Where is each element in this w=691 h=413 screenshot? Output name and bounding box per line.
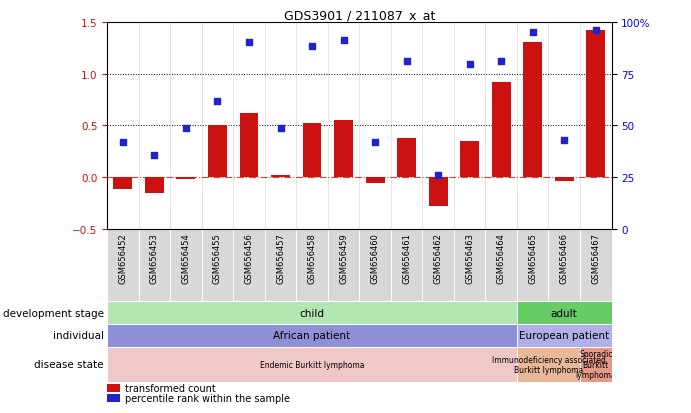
Text: child: child xyxy=(299,308,325,318)
Bar xyxy=(517,324,612,347)
Bar xyxy=(139,229,170,301)
Bar xyxy=(233,229,265,301)
Text: European patient: European patient xyxy=(519,330,609,341)
Bar xyxy=(454,229,485,301)
Bar xyxy=(176,178,196,180)
Text: GSM656464: GSM656464 xyxy=(497,233,506,284)
Point xyxy=(527,30,538,36)
Bar xyxy=(555,178,574,182)
Point xyxy=(401,59,412,65)
Text: GSM656457: GSM656457 xyxy=(276,233,285,284)
Bar xyxy=(107,229,139,301)
Text: GSM656467: GSM656467 xyxy=(591,233,600,284)
Bar xyxy=(328,229,359,301)
Text: GSM656455: GSM656455 xyxy=(213,233,222,283)
Bar xyxy=(428,178,448,206)
Bar xyxy=(517,347,580,382)
Text: Sporadic
Burkitt
lymphoma: Sporadic Burkitt lymphoma xyxy=(576,350,616,379)
Text: development stage: development stage xyxy=(3,308,104,318)
Bar xyxy=(586,31,605,178)
Point xyxy=(495,59,507,65)
Text: GSM656456: GSM656456 xyxy=(245,233,254,284)
Bar xyxy=(334,121,353,178)
Bar xyxy=(397,138,416,178)
Bar xyxy=(202,229,233,301)
Text: GSM656458: GSM656458 xyxy=(307,233,316,284)
Bar xyxy=(422,229,454,301)
Point xyxy=(464,62,475,68)
Point xyxy=(180,126,191,132)
Bar xyxy=(366,178,384,184)
Bar xyxy=(145,178,164,193)
Text: GSM656465: GSM656465 xyxy=(528,233,537,284)
Bar xyxy=(460,141,479,178)
Point xyxy=(433,172,444,179)
Bar xyxy=(517,229,549,301)
Bar xyxy=(296,229,328,301)
Bar xyxy=(107,301,517,324)
Point xyxy=(243,40,254,47)
Text: Immunodeficiency associated
Burkitt lymphoma: Immunodeficiency associated Burkitt lymp… xyxy=(491,355,605,374)
Bar xyxy=(208,126,227,178)
Text: individual: individual xyxy=(53,330,104,341)
Bar xyxy=(580,229,612,301)
Point xyxy=(149,152,160,159)
Text: GSM656466: GSM656466 xyxy=(560,233,569,284)
Bar xyxy=(517,301,612,324)
Point xyxy=(212,99,223,105)
Bar xyxy=(113,178,133,190)
Bar xyxy=(359,229,391,301)
Text: GSM656452: GSM656452 xyxy=(118,233,127,283)
Text: GSM656454: GSM656454 xyxy=(182,233,191,283)
Bar xyxy=(492,83,511,178)
Point xyxy=(338,38,349,45)
Bar xyxy=(265,229,296,301)
Text: disease state: disease state xyxy=(35,359,104,370)
Bar xyxy=(580,347,612,382)
Bar xyxy=(170,229,202,301)
Point xyxy=(370,139,381,146)
Text: GSM656460: GSM656460 xyxy=(370,233,379,284)
Bar xyxy=(271,176,290,178)
Text: Endemic Burkitt lymphoma: Endemic Burkitt lymphoma xyxy=(260,360,364,369)
Bar xyxy=(523,43,542,178)
Point xyxy=(275,126,286,132)
Point xyxy=(590,28,601,34)
Text: percentile rank within the sample: percentile rank within the sample xyxy=(125,394,290,404)
Bar xyxy=(485,229,517,301)
Text: GSM656453: GSM656453 xyxy=(150,233,159,284)
Bar xyxy=(240,114,258,178)
Text: transformed count: transformed count xyxy=(125,383,216,393)
Point xyxy=(307,43,318,50)
Bar xyxy=(303,124,321,178)
Point xyxy=(559,137,570,144)
Text: African patient: African patient xyxy=(274,330,350,341)
Text: GSM656463: GSM656463 xyxy=(465,233,474,284)
Title: GDS3901 / 211087_x_at: GDS3901 / 211087_x_at xyxy=(283,9,435,21)
Text: GSM656459: GSM656459 xyxy=(339,233,348,283)
Text: adult: adult xyxy=(551,308,578,318)
Bar xyxy=(107,384,120,392)
Text: GSM656462: GSM656462 xyxy=(434,233,443,284)
Bar xyxy=(107,324,517,347)
Bar xyxy=(107,394,120,402)
Bar xyxy=(549,229,580,301)
Bar xyxy=(107,347,517,382)
Bar xyxy=(391,229,422,301)
Text: GSM656461: GSM656461 xyxy=(402,233,411,284)
Point xyxy=(117,139,129,146)
